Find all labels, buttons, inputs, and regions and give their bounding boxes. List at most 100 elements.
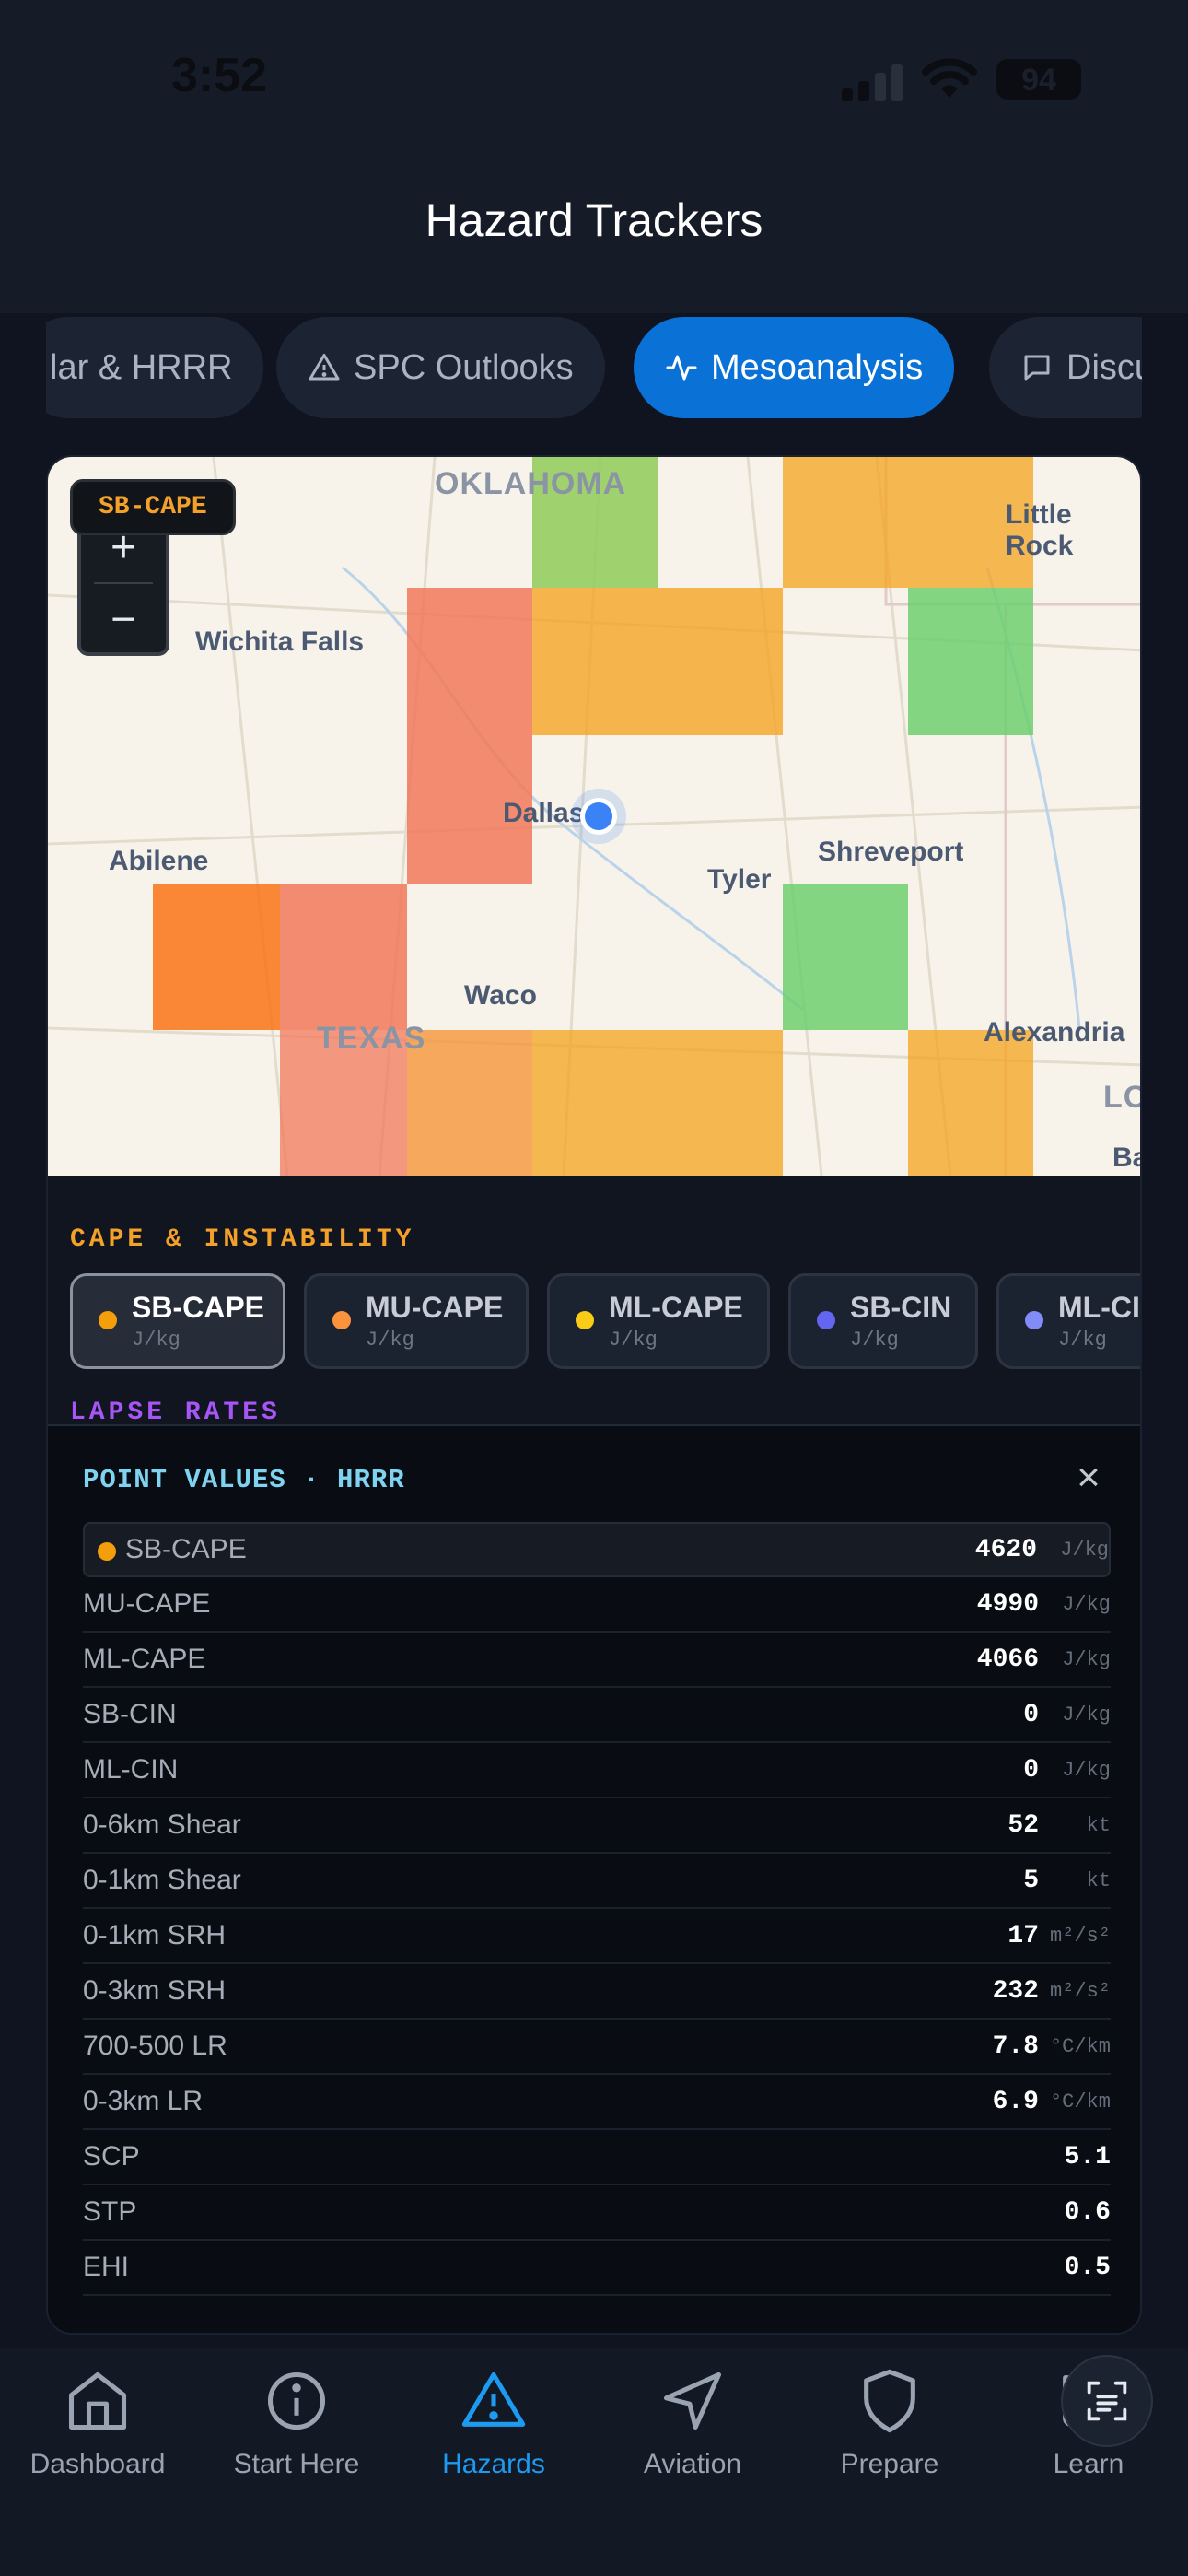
tab-radar-hrrr[interactable]: lar & HRRR: [46, 317, 264, 418]
zoom-out-button[interactable]: −: [110, 594, 137, 644]
chip-color-dot: [1025, 1311, 1043, 1329]
point-value-row[interactable]: 0-1km SRH 17 m²/s²: [83, 1909, 1111, 1964]
point-value-unit: m²/s²: [1049, 1979, 1111, 2003]
point-value-row[interactable]: SB-CAPE 4620 J/kg: [83, 1522, 1111, 1577]
cape-cell: [908, 588, 1033, 735]
tab-spc-outlooks[interactable]: SPC Outlooks: [276, 317, 605, 418]
point-value-row[interactable]: SB-CIN 0 J/kg: [83, 1688, 1111, 1743]
chip-ml-cape[interactable]: ML-CAPE J/kg: [547, 1273, 770, 1369]
cape-cell: [407, 735, 532, 884]
point-value-label: STP: [83, 2196, 137, 2227]
city-alexandria: Alexandria: [984, 1017, 1125, 1048]
chip-sb-cape[interactable]: SB-CAPE J/kg: [70, 1273, 285, 1369]
close-icon[interactable]: ×: [1077, 1455, 1101, 1500]
point-value-unit: kt: [1086, 1813, 1111, 1837]
point-value-unit: °C/km: [1049, 2034, 1111, 2058]
point-value-number: 6.9: [992, 2087, 1039, 2116]
point-value-unit: J/kg: [1062, 1647, 1111, 1671]
cape-cell: [532, 1030, 658, 1176]
chat-icon: [1024, 355, 1050, 381]
city-waco: Waco: [464, 980, 537, 1011]
chip-unit: J/kg: [1058, 1329, 1107, 1352]
nav-dashboard[interactable]: Dashboard: [6, 2366, 190, 2480]
point-value-row[interactable]: ML-CAPE 4066 J/kg: [83, 1633, 1111, 1688]
cape-cell: [280, 884, 407, 1030]
status-time: 3:52: [171, 49, 268, 102]
point-value-label: MU-CAPE: [83, 1588, 211, 1619]
point-value-label: ML-CIN: [83, 1754, 179, 1785]
chip-name: SB-CAPE: [132, 1291, 265, 1324]
chip-name: SB-CIN: [850, 1291, 952, 1324]
chip-sb-cin[interactable]: SB-CIN J/kg: [788, 1273, 978, 1369]
mesoanalysis-map[interactable]: OKLAHOMA TEXAS LO Wichita Falls Little R…: [48, 457, 1140, 1176]
scan-button[interactable]: [1061, 2355, 1153, 2447]
wifi-icon: [922, 58, 977, 98]
mesoanalysis-panel: OKLAHOMA TEXAS LO Wichita Falls Little R…: [46, 455, 1142, 2335]
point-value-row[interactable]: 0-3km SRH 232 m²/s²: [83, 1964, 1111, 2020]
point-value-number: 0.5: [1064, 2253, 1111, 2282]
city-ba: Ba: [1112, 1142, 1140, 1173]
point-values-panel: POINT VALUES · HRRR × SB-CAPE 4620 J/kg MU-…: [48, 1424, 1140, 2333]
page-title: Hazard Trackers: [425, 194, 763, 246]
nav-aviation[interactable]: Aviation: [600, 2366, 785, 2480]
point-value-row[interactable]: 0-6km Shear 52 kt: [83, 1798, 1111, 1854]
point-value-number: 4990: [976, 1589, 1039, 1619]
state-label-texas: TEXAS: [317, 1021, 426, 1056]
chip-color-dot: [817, 1311, 835, 1329]
point-value-number: 0: [1023, 1700, 1039, 1729]
nav-start-here[interactable]: Start Here: [204, 2366, 389, 2480]
point-value-row[interactable]: 0-3km LR 6.9 °C/km: [83, 2075, 1111, 2130]
nav-label: Hazards: [442, 2449, 545, 2479]
tab-label: Mesoanalysis: [711, 347, 924, 387]
nav-label: Aviation: [643, 2449, 742, 2479]
point-value-row[interactable]: EHI 0.5: [83, 2241, 1111, 2296]
tab-label: Discu: [1066, 347, 1142, 387]
point-value-label: 0-3km LR: [83, 2086, 204, 2116]
cape-cell: [908, 457, 1033, 588]
chip-unit: J/kg: [850, 1329, 899, 1352]
tab-discussions[interactable]: Discu: [989, 317, 1142, 418]
app-header: Hazard Trackers: [0, 157, 1188, 313]
state-label-oklahoma: OKLAHOMA: [435, 466, 627, 501]
point-value-label: SB-CIN: [83, 1699, 177, 1729]
chip-name: ML-CAPE: [609, 1291, 743, 1324]
point-value-unit: J/kg: [1062, 1703, 1111, 1727]
state-label-louisiana: LO: [1103, 1080, 1140, 1115]
scan-icon: [1087, 2381, 1127, 2421]
tab-mesoanalysis[interactable]: Mesoanalysis: [634, 317, 955, 418]
warning-icon: [461, 2371, 526, 2427]
cape-cell: [783, 457, 908, 588]
point-value-label: 0-1km SRH: [83, 1920, 227, 1950]
point-value-number: 5.1: [1064, 2142, 1111, 2172]
chip-unit: J/kg: [132, 1329, 181, 1352]
point-value-row[interactable]: SCP 5.1: [83, 2130, 1111, 2185]
point-value-row[interactable]: ML-CIN 0 J/kg: [83, 1743, 1111, 1798]
tab-label: lar & HRRR: [50, 347, 233, 387]
point-value-row[interactable]: 0-1km Shear 5 kt: [83, 1854, 1111, 1909]
point-value-unit: J/kg: [1060, 1538, 1109, 1562]
map-layer: [48, 457, 1140, 1176]
point-value-number: 4620: [974, 1535, 1037, 1564]
cape-cell: [658, 588, 783, 735]
chip-mu-cape[interactable]: MU-CAPE J/kg: [304, 1273, 529, 1369]
cape-cell: [280, 1030, 407, 1176]
cape-cell: [153, 884, 280, 1030]
status-bar: 3:52 94: [0, 0, 1188, 157]
point-value-row[interactable]: 700-500 LR 7.8 °C/km: [83, 2020, 1111, 2075]
point-value-label: 0-1km Shear: [83, 1865, 241, 1895]
cape-cell: [658, 1030, 783, 1176]
point-value-number: 5: [1023, 1866, 1039, 1895]
navigation-icon: [663, 2371, 722, 2430]
point-value-label: SCP: [83, 2141, 140, 2172]
chip-ml-cin[interactable]: ML-CIN J/kg: [996, 1273, 1140, 1369]
bottom-nav: Dashboard Start Here Hazards Aviation Pr…: [0, 2348, 1188, 2576]
nav-prepare[interactable]: Prepare: [798, 2366, 982, 2480]
point-value-label: ML-CAPE: [83, 1644, 206, 1674]
point-value-unit: J/kg: [1062, 1592, 1111, 1616]
city-abilene: Abilene: [109, 846, 209, 876]
nav-hazards[interactable]: Hazards: [402, 2366, 586, 2480]
point-value-row[interactable]: STP 0.6: [83, 2185, 1111, 2241]
chip-name: ML-CIN: [1058, 1291, 1140, 1324]
point-value-unit: °C/km: [1049, 2090, 1111, 2113]
point-value-row[interactable]: MU-CAPE 4990 J/kg: [83, 1577, 1111, 1633]
